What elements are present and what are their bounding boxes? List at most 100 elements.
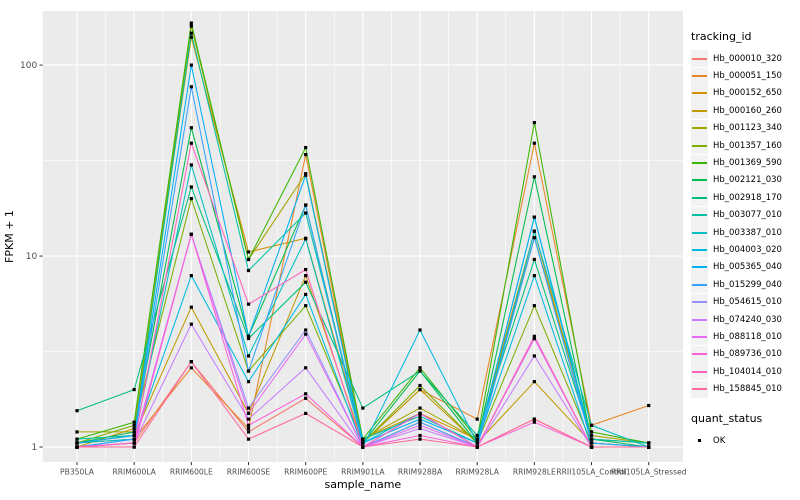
data-point [475,433,479,438]
data-point [589,423,594,427]
legend-item: Hb_088118_010 [691,328,799,346]
legend-item: Hb_104014_010 [691,363,799,381]
data-point [246,336,251,341]
legend-key-swatch [691,137,708,155]
series-line-icon [692,127,707,130]
legend-label: Hb_089736_010 [713,349,782,360]
legend-label: Hb_004003_020 [713,244,782,255]
data-point [246,268,251,273]
data-point [132,445,136,449]
x-tick-label: RRIM600SE [227,468,271,477]
data-point [304,366,308,370]
legend-label: Hb_001123_340 [713,123,782,134]
legend-label: Hb_003387_010 [713,227,782,238]
legend-item: Hb_000010_320 [691,50,799,68]
data-point [189,126,193,130]
x-tick-label: RRIM928BA [398,468,443,477]
series-line-icon [692,75,707,78]
data-point [132,423,136,427]
data-point [418,366,422,370]
series-line-icon [692,214,707,217]
data-point [475,445,479,449]
series-line-icon [692,231,707,234]
data-point [532,420,536,424]
data-point [418,328,422,332]
data-point [189,31,193,35]
y-tick-label: 100 [20,61,37,71]
legend-key-swatch [691,206,708,224]
data-point [418,414,422,418]
legend-label: OK [713,435,726,446]
legend-label: Hb_000010_320 [713,53,782,64]
data-point [246,250,251,254]
data-point [246,354,251,358]
data-point [418,369,422,373]
data-point [418,426,422,431]
data-point [361,406,365,410]
data-point [475,417,479,421]
data-point [246,417,251,421]
legend-item: Hb_002121_030 [691,171,799,189]
tracking-legend-items: Hb_000010_320 Hb_000051_150 Hb_000152_650 H… [691,50,799,398]
data-point [304,145,308,150]
data-point [418,406,422,410]
legend-key-swatch [691,432,708,449]
legend-label: Hb_074240_030 [713,314,782,325]
series-line-icon [692,109,707,112]
data-point [304,237,308,241]
legend-item: Hb_054615_010 [691,293,799,311]
legend-key-swatch [691,328,708,346]
legend-label: Hb_054615_010 [713,297,782,308]
legend-key-swatch [691,311,708,329]
data-point [304,411,308,416]
data-point [75,445,79,449]
data-point [246,437,251,441]
series-line-icon [692,162,707,165]
data-point [647,441,651,445]
legend-label: Hb_000160_260 [713,105,782,116]
data-point [189,85,193,89]
legend-item: Hb_015299_040 [691,276,799,294]
data-point [246,430,251,434]
data-point [75,409,79,413]
legend-item: Hb_004003_020 [691,241,799,259]
data-point [475,441,479,445]
series-line-icon [692,335,707,338]
x-tick-label: RRIM600LE [170,468,213,477]
data-point [304,304,308,308]
legend-key-swatch [691,189,708,207]
data-point [532,229,536,233]
x-tick-label: RRII105LA_Stressed [611,468,687,477]
legend-label: Hb_003077_010 [713,210,782,221]
series-line-icon [692,144,707,147]
data-point [304,396,308,400]
data-point [246,426,251,431]
data-point [304,203,308,207]
data-point [589,433,594,438]
data-point [189,21,193,25]
x-tick-label: RRIM600PE [284,468,327,477]
data-point [418,411,422,416]
legend-key-swatch [691,67,708,85]
legend-label: Hb_001369_590 [713,158,782,169]
data-point [304,332,308,336]
legend-label: Hb_005365_040 [713,262,782,273]
data-point [475,437,479,441]
data-point [532,257,536,262]
legend-label: Hb_000051_150 [713,71,782,82]
legend-item: Hb_089736_010 [691,345,799,363]
data-point [361,445,365,449]
data-point [418,437,422,441]
data-point [532,215,536,219]
series-line-icon [692,179,707,182]
quant-legend-item: OK [691,432,799,449]
data-point [132,430,136,434]
legend-item: Hb_000051_150 [691,67,799,85]
legend-label: Hb_088118_010 [713,331,782,342]
data-point [189,24,193,28]
series-line-icon [692,92,707,95]
data-point [189,274,193,278]
data-point [132,420,136,424]
x-tick-label: RRIM928LE [513,468,556,477]
